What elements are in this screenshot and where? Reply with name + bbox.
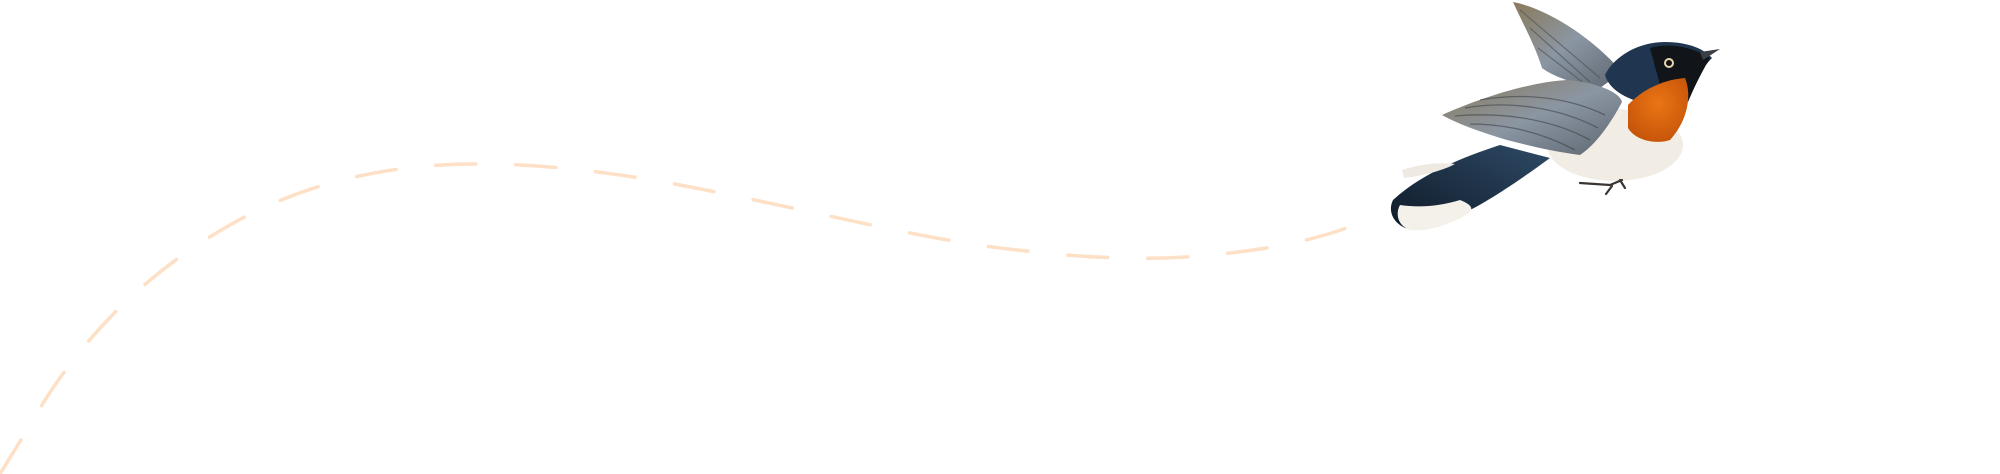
flying-bird-illustration xyxy=(1390,2,1720,231)
bird-feet xyxy=(1578,178,1627,196)
bird-tail-top-tip xyxy=(1402,163,1455,178)
bird-throat xyxy=(1628,78,1689,142)
dashed-flight-path xyxy=(0,162,1354,474)
bird-upper-wing xyxy=(1513,2,1622,88)
bird-tail-tips xyxy=(1397,200,1472,231)
bird-beak xyxy=(1700,49,1720,60)
